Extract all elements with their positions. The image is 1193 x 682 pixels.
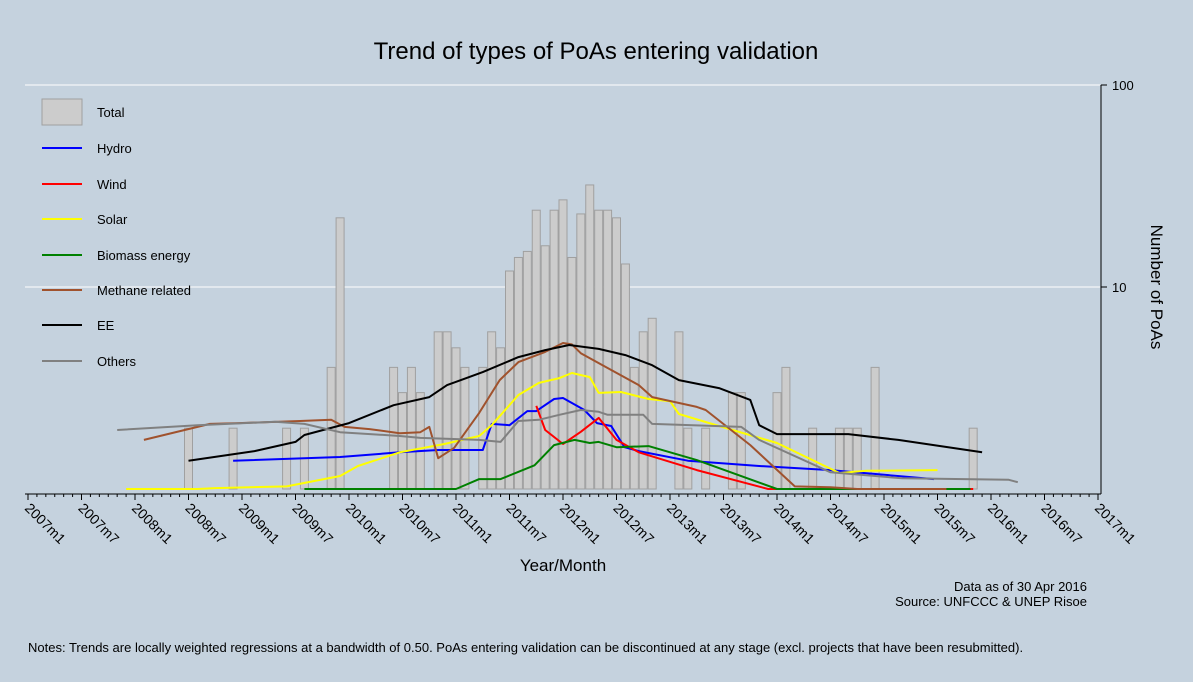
bar-total <box>522 250 532 490</box>
y-tick-label: 100 <box>1112 78 1134 93</box>
bar-total <box>389 366 399 490</box>
legend-swatch-total <box>41 98 83 126</box>
x-axis: 2007m1 2007m7 2008m1 2008m7 2009m1 2009m7 2010… <box>22 493 1139 547</box>
legend-label: Methane related <box>97 283 191 298</box>
bar-total <box>772 392 782 490</box>
legend: Total Hydro Wind Solar Biomass energy Methane… <box>41 98 191 369</box>
chart-title: Trend of types of PoAs entering validati… <box>374 38 819 65</box>
x-tick-label: 2013m7 <box>717 500 764 547</box>
bar-total <box>638 331 648 490</box>
bar-total <box>834 427 844 490</box>
bar-total <box>398 392 407 490</box>
x-tick-label: 2009m7 <box>289 500 336 547</box>
x-tick-label: 2016m1 <box>985 500 1032 547</box>
series-line-others <box>117 409 1019 484</box>
legend-label: Biomass energy <box>97 248 191 263</box>
bar-total <box>674 331 684 490</box>
bar-total <box>406 366 416 490</box>
x-tick-label: 2010m7 <box>396 500 443 547</box>
x-tick-label: 2015m1 <box>878 500 925 547</box>
bar-total <box>335 217 345 490</box>
x-tick-label: 2012m1 <box>557 500 604 547</box>
bar-total <box>585 184 595 490</box>
source-note: Source: UNFCCC & UNEP Risoe <box>895 594 1087 609</box>
bar-total <box>184 427 193 490</box>
series-line-wind <box>535 405 974 490</box>
y-axis-label: Number of PoAs <box>1147 225 1166 350</box>
series-line-hydro <box>233 397 934 481</box>
x-tick-label: 2015m7 <box>931 500 978 547</box>
bar-total <box>228 427 238 490</box>
legend-label: Total <box>97 105 125 120</box>
x-tick-label: 2017m1 <box>1092 500 1139 547</box>
series-line-biomass-energy <box>304 438 971 490</box>
legend-label: Hydro <box>97 141 132 156</box>
bar-total <box>852 427 862 490</box>
series-lines <box>117 342 1019 490</box>
y-tick-label: 10 <box>1112 280 1126 295</box>
x-tick-label: 2016m7 <box>1038 500 1085 547</box>
bar-total <box>442 331 452 490</box>
legend-label: Wind <box>97 177 127 192</box>
bar-total <box>487 331 497 490</box>
bar-total <box>843 427 853 490</box>
x-tick-label: 2011m7 <box>503 500 550 547</box>
x-axis-label: Year/Month <box>520 556 606 575</box>
bar-total <box>415 392 425 490</box>
x-tick-label: 2007m7 <box>75 500 122 547</box>
x-tick-label: 2010m1 <box>343 500 390 547</box>
bar-total <box>433 331 443 490</box>
x-tick-label: 2014m7 <box>824 500 871 547</box>
bar-total <box>647 317 657 490</box>
bar-total <box>540 245 550 490</box>
y-axis: 10 100 <box>1100 78 1134 494</box>
bar-total <box>781 366 791 490</box>
bar-total <box>701 427 711 490</box>
bar-total <box>513 256 523 490</box>
series-line-ee <box>188 344 983 462</box>
x-tick-label: 2014m1 <box>771 500 818 547</box>
x-tick-label: 2011m1 <box>450 500 497 547</box>
bars <box>184 184 978 490</box>
bar-total <box>451 347 461 490</box>
x-tick-label: 2008m1 <box>129 500 176 547</box>
notes: Notes: Trends are locally weighted regre… <box>28 640 1023 655</box>
legend-label: EE <box>97 318 115 333</box>
x-tick-label: 2012m7 <box>610 500 657 547</box>
bar-total <box>629 366 639 490</box>
x-tick-label: 2013m1 <box>664 500 711 547</box>
legend-label: Solar <box>97 212 128 227</box>
bar-total <box>505 270 514 490</box>
bar-total <box>576 213 586 490</box>
x-tick-label: 2009m1 <box>236 500 283 547</box>
data-as-of: Data as of 30 Apr 2016 <box>954 579 1087 594</box>
legend-label: Others <box>97 354 137 369</box>
bar-total <box>478 366 488 490</box>
x-tick-label: 2007m1 <box>22 500 69 547</box>
bar-total <box>531 209 541 490</box>
x-tick-label: 2008m7 <box>182 500 229 547</box>
